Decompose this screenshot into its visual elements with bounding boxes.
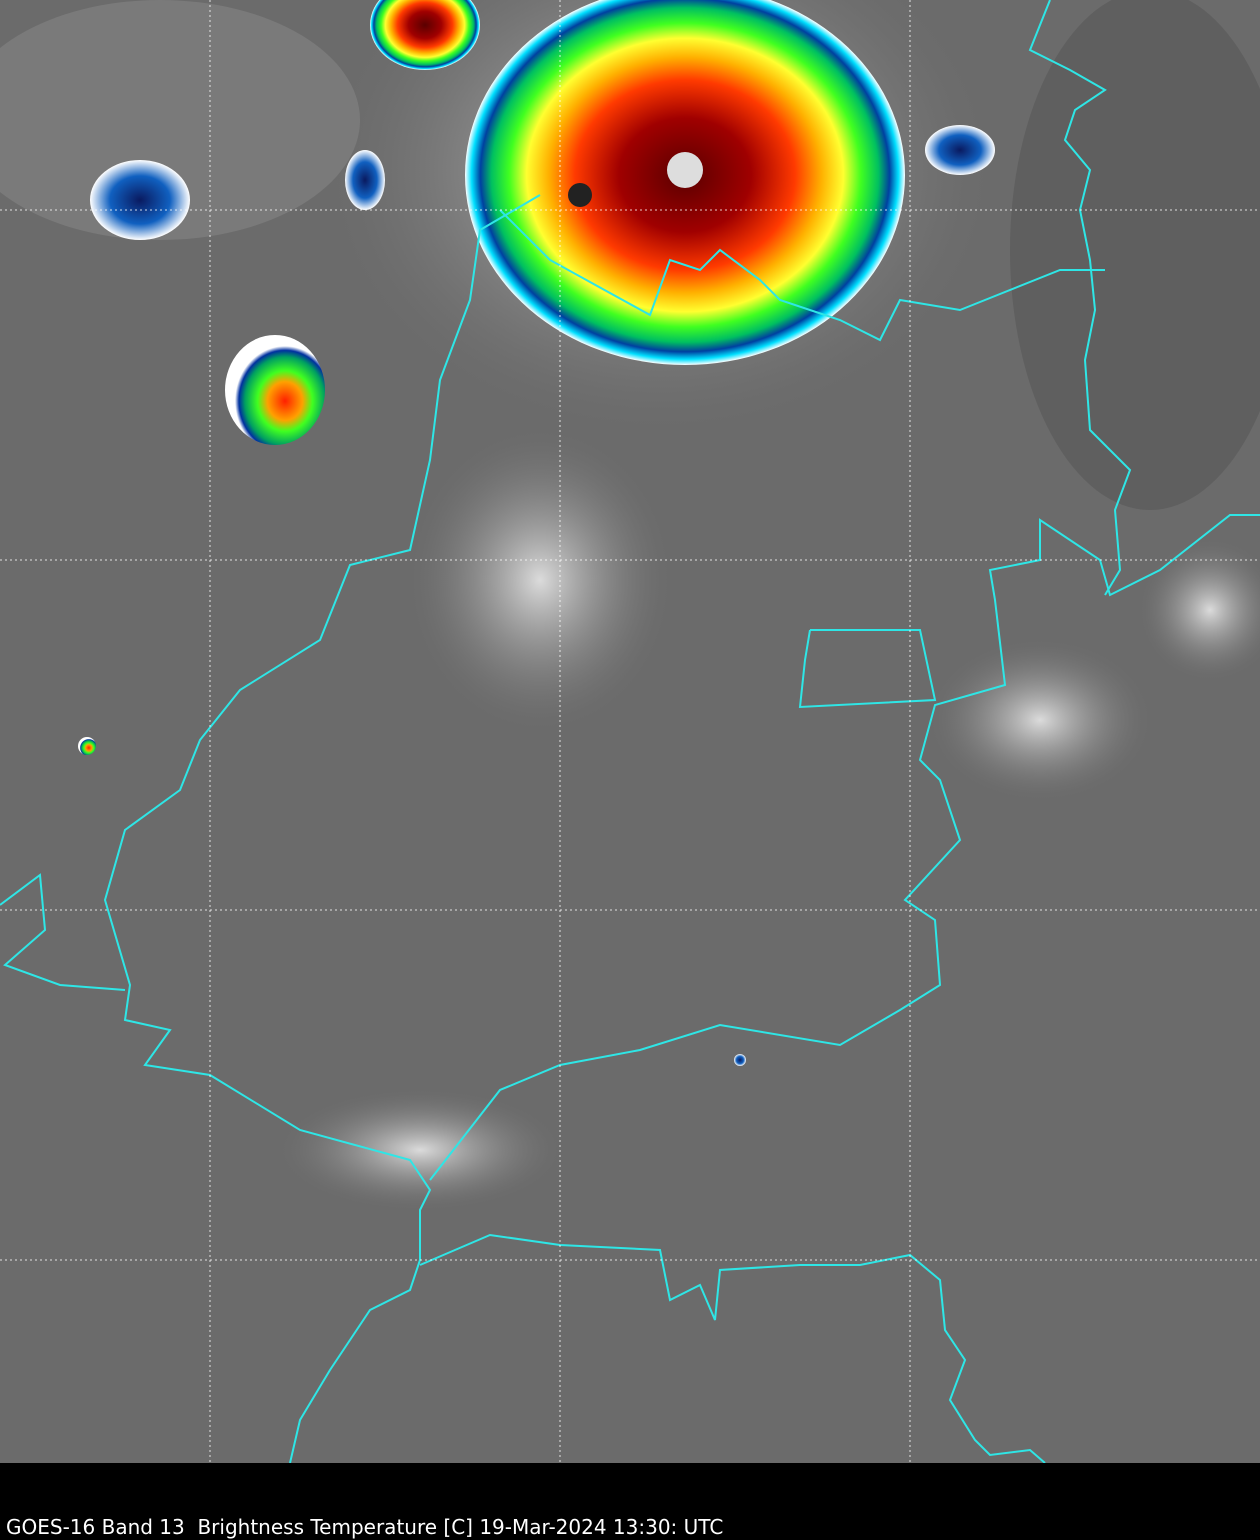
caption: GOES-16 Band 13 Brightness Temperature [… xyxy=(6,1515,723,1539)
boundaries xyxy=(0,0,1260,1464)
caption-bar xyxy=(0,1463,1260,1540)
imagery xyxy=(0,0,1260,1463)
graticule xyxy=(0,0,1260,1463)
